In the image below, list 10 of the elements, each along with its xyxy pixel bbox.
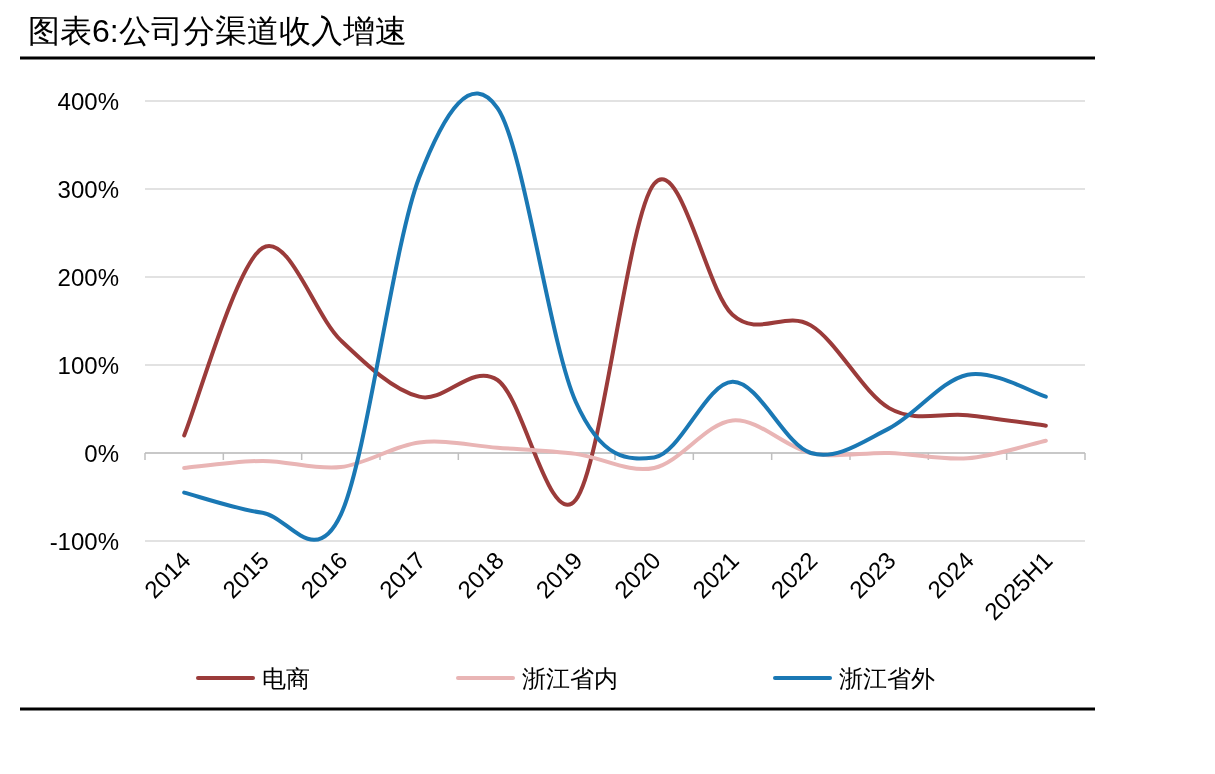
y-tick-label: 0% — [84, 440, 119, 467]
legend-label: 浙江省外 — [839, 665, 935, 692]
y-tick-label: -100% — [49, 528, 119, 555]
y-tick-label: 400% — [57, 88, 119, 115]
legend-label: 浙江省内 — [522, 665, 618, 692]
y-tick-label: 100% — [57, 352, 119, 379]
legend-label: 电商 — [262, 665, 310, 692]
y-tick-label: 200% — [57, 264, 119, 291]
title: 图表6:公司分渠道收入增速 — [28, 13, 407, 49]
y-tick-label: 300% — [57, 176, 119, 203]
